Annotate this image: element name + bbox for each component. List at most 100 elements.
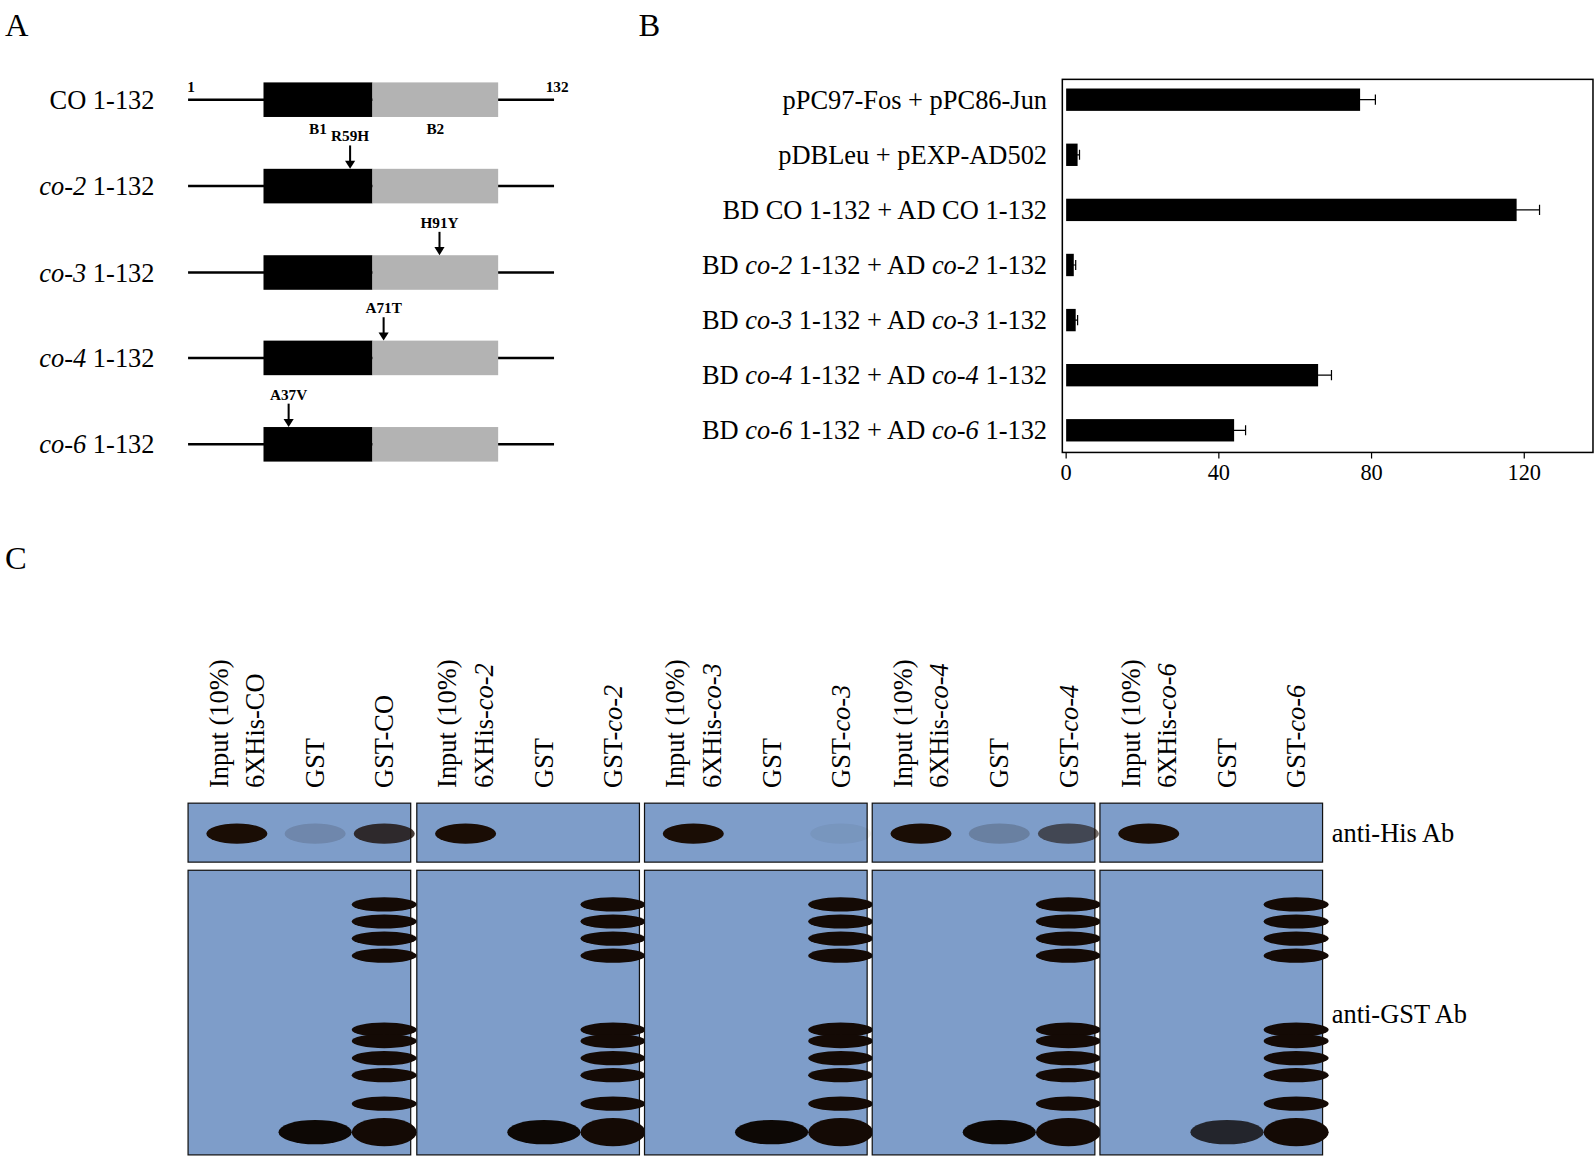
gst-band — [808, 949, 873, 963]
gst-band — [1036, 914, 1101, 928]
bar — [1066, 199, 1516, 221]
his-band — [1038, 823, 1099, 843]
bar — [1066, 89, 1360, 111]
gst-band — [1264, 931, 1329, 945]
gst-band — [1190, 1120, 1263, 1144]
arrow-head — [284, 419, 294, 427]
gst-band — [580, 1034, 645, 1048]
row-label: anti-His Ab — [1332, 818, 1455, 848]
gst-band — [580, 1068, 645, 1082]
construct-label: co-2 1-132 — [39, 171, 154, 201]
error-bar — [1223, 425, 1246, 435]
gst-band — [1036, 1051, 1101, 1065]
lane-label: GST-co-4 — [1054, 685, 1084, 788]
construct-label: co-4 1-132 — [39, 343, 154, 373]
category-label: BD co-6 1-132 + AD co-6 1-132 — [702, 415, 1047, 445]
gst-band — [808, 1034, 873, 1048]
panel-label: C — [5, 540, 27, 576]
domain — [372, 427, 498, 462]
tick — [1066, 452, 1067, 458]
error-bar — [1345, 95, 1376, 105]
figure: ABCCO 1-132B1B21132co-2 1-132R59Hco-3 1-… — [0, 0, 1594, 1157]
his-band — [969, 823, 1030, 843]
tick — [1524, 452, 1525, 458]
gst-bands — [507, 1120, 580, 1144]
panel-label: A — [5, 7, 29, 43]
gst-band — [352, 914, 417, 928]
category-label: BD co-2 1-132 + AD co-2 1-132 — [702, 250, 1047, 280]
lane-label: Input (10%) — [888, 659, 918, 787]
gst-bands — [580, 897, 645, 1146]
gst-band — [808, 897, 873, 911]
his-band — [891, 823, 952, 843]
gst-band — [735, 1120, 808, 1144]
gst-band — [1036, 1097, 1101, 1111]
arrow-head — [434, 247, 444, 255]
gst-band — [1036, 1118, 1101, 1146]
gst-band — [580, 914, 645, 928]
gst-band — [1264, 949, 1329, 963]
domain — [372, 255, 498, 290]
gst-band — [1264, 1051, 1329, 1065]
gst-band — [1264, 897, 1329, 911]
lane-label: Input (10%) — [1116, 659, 1146, 787]
gst-band — [1264, 1097, 1329, 1111]
lane-label: 6XHis-co-6 — [1152, 662, 1182, 788]
lane-label: 6XHis-co-4 — [924, 663, 954, 788]
gst-band — [1264, 914, 1329, 928]
lane-label: GST-co-3 — [826, 685, 856, 788]
blot-his — [1100, 803, 1323, 862]
gst-band — [580, 1097, 645, 1111]
blot-gst — [872, 870, 1095, 1155]
his-band — [810, 823, 871, 843]
category-label: BD co-3 1-132 + AD co-3 1-132 — [702, 305, 1047, 335]
category-label: pDBLeu + pEXP-AD502 — [778, 140, 1047, 170]
lane-label: GST-co-2 — [598, 685, 628, 788]
residue-label: 1 — [187, 78, 195, 95]
gst-band — [279, 1120, 352, 1144]
tick — [1218, 452, 1219, 458]
gst-band — [1264, 1034, 1329, 1048]
gst-band — [1036, 1034, 1101, 1048]
bar — [1066, 364, 1318, 386]
gst-band — [963, 1120, 1036, 1144]
his-band — [435, 823, 496, 843]
lane-label: GST — [984, 738, 1014, 788]
gst-band — [580, 1118, 645, 1146]
error-bar — [1494, 205, 1540, 215]
gst-bands — [352, 897, 417, 1146]
bar — [1066, 419, 1234, 441]
gst-band — [1264, 1068, 1329, 1082]
mutation-label: H91Y — [420, 214, 458, 231]
gst-bands — [808, 897, 873, 1146]
error-bar — [1076, 150, 1080, 160]
blot-gst — [645, 870, 868, 1155]
gst-bands — [1036, 897, 1101, 1146]
category-label: pPC97-Fos + pPC86-Jun — [783, 85, 1048, 115]
domain — [263, 169, 372, 204]
domain — [263, 427, 372, 462]
gst-bands — [735, 1120, 808, 1144]
arrow-head — [379, 332, 389, 340]
domain-label: B1 — [309, 120, 327, 137]
residue-label: 132 — [546, 78, 569, 95]
construct-label: co-6 1-132 — [39, 429, 154, 459]
gst-band — [1264, 1118, 1329, 1146]
blot-gst — [417, 870, 640, 1155]
construct-label: CO 1-132 — [50, 85, 155, 115]
lane-label: GST-co-6 — [1281, 684, 1311, 788]
gst-band — [352, 1051, 417, 1065]
gst-band — [808, 914, 873, 928]
mutation-label: A37V — [270, 386, 307, 403]
lane-label: GST — [529, 738, 559, 788]
panel-label: B — [638, 7, 660, 43]
domain — [372, 82, 498, 117]
lane-label: GST — [300, 738, 330, 788]
lane-label: 6XHis-CO — [240, 673, 270, 788]
domain — [263, 82, 372, 117]
tick-label: 0 — [1061, 460, 1072, 485]
gst-band — [1036, 931, 1101, 945]
gst-bands — [963, 1120, 1036, 1144]
gst-band — [352, 1068, 417, 1082]
blot-gst — [188, 870, 411, 1155]
